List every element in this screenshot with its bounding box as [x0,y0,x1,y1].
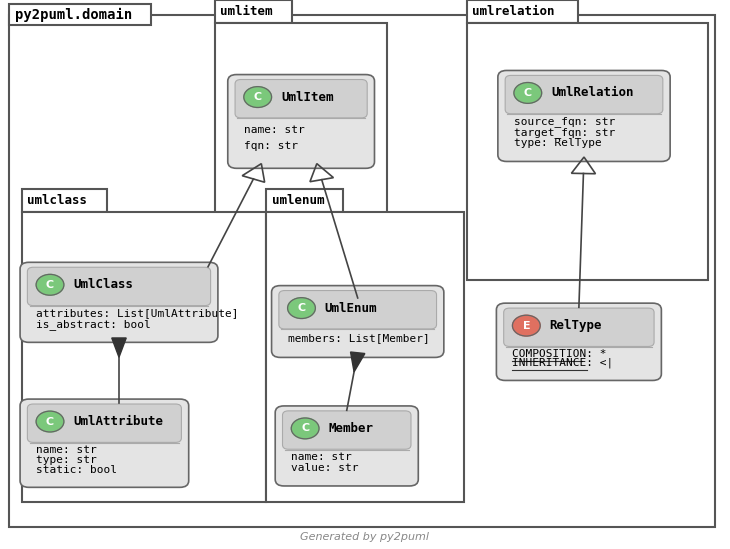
FancyBboxPatch shape [283,411,411,449]
Text: umlclass: umlclass [27,194,87,207]
Circle shape [512,315,540,336]
Text: members: List[Member]: members: List[Member] [288,333,429,343]
Text: C: C [46,280,54,290]
FancyBboxPatch shape [215,23,387,234]
Text: name: str: name: str [36,445,97,455]
FancyBboxPatch shape [505,75,663,114]
Text: INHERITANCE: <|: INHERITANCE: <| [512,358,614,368]
Text: C: C [301,423,310,433]
Text: type: RelType: type: RelType [514,138,602,148]
FancyBboxPatch shape [215,0,292,23]
Text: UmlEnum: UmlEnum [325,301,377,315]
Text: umlitem: umlitem [220,5,273,18]
Text: E: E [523,321,530,330]
FancyBboxPatch shape [496,303,661,380]
Text: Generated by py2puml: Generated by py2puml [301,532,429,542]
Text: type: str: type: str [36,455,97,464]
Text: C: C [46,417,54,427]
Polygon shape [350,352,365,372]
Text: py2puml.domain: py2puml.domain [15,8,132,21]
Text: UmlAttribute: UmlAttribute [73,415,164,428]
Text: fqn: str: fqn: str [244,141,298,150]
Text: COMPOSITION: *: COMPOSITION: * [512,349,607,358]
Text: name: str: name: str [291,452,352,462]
Text: RelType: RelType [550,319,602,332]
FancyBboxPatch shape [467,23,708,281]
FancyBboxPatch shape [467,0,578,23]
FancyBboxPatch shape [272,285,444,357]
Polygon shape [112,338,126,357]
FancyBboxPatch shape [504,308,654,346]
FancyBboxPatch shape [275,406,418,486]
Text: value: str: value: str [291,463,358,473]
FancyBboxPatch shape [28,267,210,306]
Text: umlenum: umlenum [272,194,324,207]
Text: target_fqn: str: target_fqn: str [514,127,615,138]
Circle shape [288,298,315,318]
FancyBboxPatch shape [279,290,437,329]
Text: UmlClass: UmlClass [74,278,134,292]
FancyBboxPatch shape [228,75,374,169]
FancyBboxPatch shape [9,15,715,527]
FancyBboxPatch shape [27,404,181,442]
FancyBboxPatch shape [266,212,464,502]
Text: C: C [523,88,532,98]
Circle shape [244,87,272,108]
Text: source_fqn: str: source_fqn: str [514,116,615,127]
FancyBboxPatch shape [235,80,367,118]
Text: Member: Member [328,422,374,435]
Circle shape [36,411,64,432]
Circle shape [291,418,319,439]
FancyBboxPatch shape [498,70,670,161]
Text: UmlRelation: UmlRelation [551,86,634,99]
Text: attributes: List[UmlAttribute]: attributes: List[UmlAttribute] [36,309,239,318]
Text: name: str: name: str [244,125,304,135]
FancyBboxPatch shape [266,189,344,212]
FancyBboxPatch shape [22,189,107,212]
Circle shape [514,82,542,103]
Text: umlrelation: umlrelation [472,5,555,18]
Circle shape [36,274,64,295]
Text: C: C [253,92,262,102]
Text: is_abstract: bool: is_abstract: bool [36,318,151,329]
Text: UmlItem: UmlItem [281,91,334,104]
FancyBboxPatch shape [9,4,151,25]
FancyBboxPatch shape [20,262,218,343]
Text: C: C [297,303,306,313]
Text: static: bool: static: bool [36,464,117,474]
FancyBboxPatch shape [22,212,266,502]
FancyBboxPatch shape [20,399,188,488]
